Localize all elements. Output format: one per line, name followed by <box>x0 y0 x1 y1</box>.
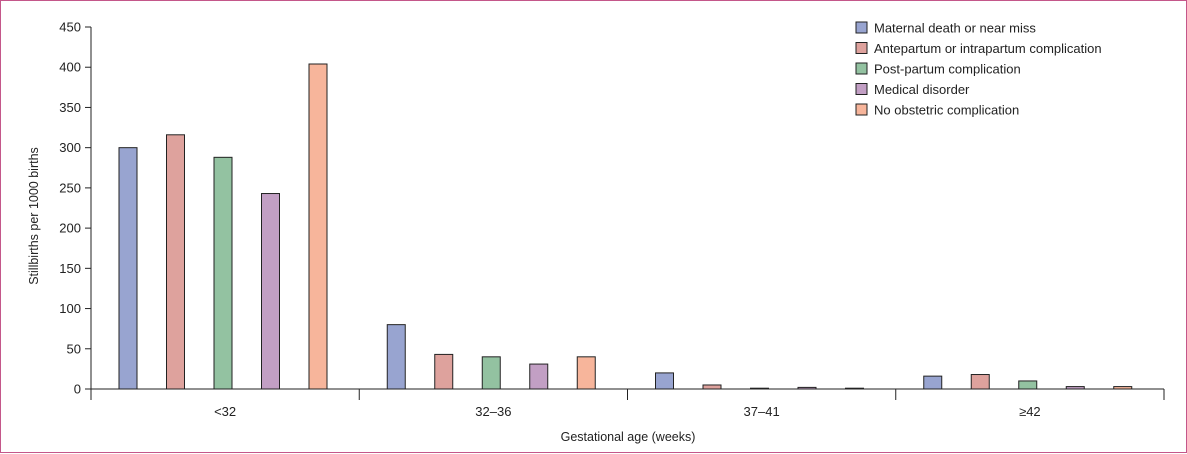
legend-swatch-no-obstetric-complication <box>855 103 868 116</box>
bar-no-obstetric-complication-1 <box>308 63 328 390</box>
bars <box>118 63 1133 390</box>
x-tick-label-2: 32–36 <box>475 404 511 419</box>
x-tick-label-4: ≥42 <box>1019 404 1041 419</box>
legend-swatch-post-partum-complication <box>855 62 868 75</box>
bar-post-partum-complication-2 <box>481 356 501 390</box>
x-tick-label-1: <32 <box>214 404 236 419</box>
legend-label-maternal-death-or-near-miss: Maternal death or near miss <box>874 21 1036 36</box>
y-tick-label: 400 <box>59 60 81 75</box>
bar-antepartum-or-intrapartum-complication-2 <box>434 353 454 390</box>
bar-post-partum-complication-1 <box>213 156 233 390</box>
legend-swatch-medical-disorder <box>855 83 868 95</box>
y-tick-label: 300 <box>59 140 81 155</box>
legend-label-antepartum-or-intrapartum-complication: Antepartum or intrapartum complication <box>874 41 1102 56</box>
legend-label-no-obstetric-complication: No obstetric complication <box>874 103 1019 118</box>
y-tick-label: 100 <box>59 301 81 316</box>
bar-antepartum-or-intrapartum-complication-3 <box>702 384 722 390</box>
bar-medical-disorder-2 <box>529 363 549 390</box>
y-tick-label: 350 <box>59 100 81 115</box>
bar-maternal-death-or-near-miss-1 <box>118 147 138 390</box>
y-tick-label: 200 <box>59 221 81 236</box>
y-axis: 0 50 100 150 200 250 300 350 400 450 <box>59 20 92 397</box>
bar-no-obstetric-complication-2 <box>576 356 596 390</box>
y-tick-label: 0 <box>74 382 81 397</box>
bar-maternal-death-or-near-miss-4 <box>923 375 943 390</box>
y-tick-label: 250 <box>59 180 81 195</box>
y-axis-title: Stillbirths per 1000 births <box>27 147 41 285</box>
x-axis-title: Gestational age (weeks) <box>561 430 696 444</box>
legend-label-medical-disorder: Medical disorder <box>874 82 970 97</box>
x-axis: <32 32–36 37–41 ≥42 <box>90 388 1165 419</box>
bar-post-partum-complication-3 <box>750 387 769 390</box>
x-tick-label-3: 37–41 <box>744 404 780 419</box>
bar-antepartum-or-intrapartum-complication-1 <box>166 134 185 390</box>
bar-medical-disorder-1 <box>261 193 280 390</box>
y-tick-label: 450 <box>59 20 81 35</box>
bar-medical-disorder-3 <box>797 386 817 390</box>
bar-antepartum-or-intrapartum-complication-4 <box>970 374 990 390</box>
legend-label-post-partum-complication: Post-partum complication <box>874 62 1021 77</box>
bar-post-partum-complication-4 <box>1018 380 1038 390</box>
legend-swatch-antepartum-or-intrapartum-complication <box>855 42 868 54</box>
bar-no-obstetric-complication-3 <box>845 387 864 390</box>
bar-no-obstetric-complication-4 <box>1113 386 1133 390</box>
bar-maternal-death-or-near-miss-2 <box>386 324 406 390</box>
legend-swatch-maternal-death-or-near-miss <box>855 21 868 34</box>
bar-medical-disorder-4 <box>1065 386 1085 390</box>
legend: Maternal death or near miss Antepartum or… <box>855 21 1102 118</box>
y-tick-label: 50 <box>67 341 81 356</box>
y-tick-label: 150 <box>59 261 81 276</box>
bar-maternal-death-or-near-miss-3 <box>655 372 674 390</box>
